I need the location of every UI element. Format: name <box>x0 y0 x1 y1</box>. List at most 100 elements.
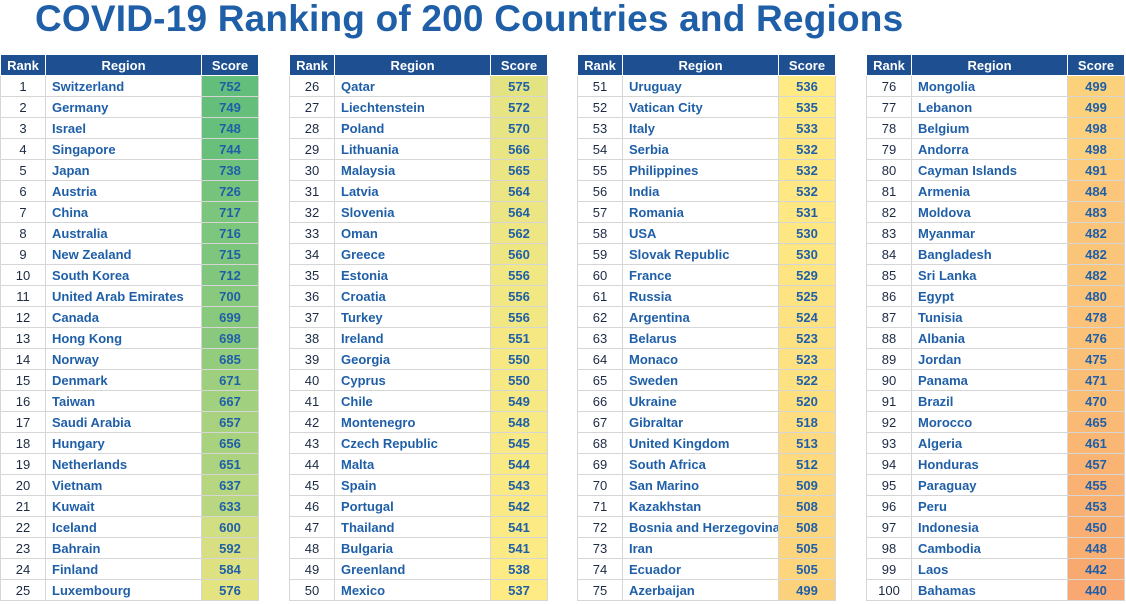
score-cell: 752 <box>201 75 259 97</box>
region-cell: India <box>622 180 779 202</box>
rank-cell: 27 <box>289 96 335 118</box>
score-cell: 442 <box>1067 558 1125 580</box>
table-row: 8 Australia 716 <box>0 222 259 244</box>
score-cell: 551 <box>490 327 548 349</box>
score-cell: 592 <box>201 537 259 559</box>
table-row: 77 Lebanon 499 <box>866 96 1125 118</box>
score-cell: 544 <box>490 453 548 475</box>
region-cell: Vietnam <box>45 474 202 496</box>
region-cell: Bangladesh <box>911 243 1068 265</box>
table-row: 20 Vietnam 637 <box>0 474 259 496</box>
rank-cell: 44 <box>289 453 335 475</box>
table-row: 49 Greenland 538 <box>289 558 548 580</box>
region-cell: Croatia <box>334 285 491 307</box>
region-cell: Cambodia <box>911 537 1068 559</box>
score-cell: 537 <box>490 579 548 601</box>
rank-cell: 9 <box>0 243 46 265</box>
table-row: 86 Egypt 480 <box>866 285 1125 307</box>
rank-cell: 94 <box>866 453 912 475</box>
score-cell: 476 <box>1067 327 1125 349</box>
score-cell: 671 <box>201 369 259 391</box>
region-cell: Gibraltar <box>622 411 779 433</box>
score-cell: 483 <box>1067 201 1125 223</box>
rank-cell: 12 <box>0 306 46 328</box>
table-row: 9 New Zealand 715 <box>0 243 259 265</box>
region-cell: Philippines <box>622 159 779 181</box>
region-cell: Belgium <box>911 117 1068 139</box>
rank-cell: 93 <box>866 432 912 454</box>
score-cell: 505 <box>778 537 836 559</box>
region-cell: Brazil <box>911 390 1068 412</box>
table-row: 13 Hong Kong 698 <box>0 327 259 349</box>
score-cell: 556 <box>490 264 548 286</box>
score-cell: 572 <box>490 96 548 118</box>
score-cell: 566 <box>490 138 548 160</box>
score-cell: 576 <box>201 579 259 601</box>
score-cell: 499 <box>778 579 836 601</box>
rank-cell: 2 <box>0 96 46 118</box>
region-cell: Greenland <box>334 558 491 580</box>
table-row: 22 Iceland 600 <box>0 516 259 538</box>
table-row: 41 Chile 549 <box>289 390 548 412</box>
rank-cell: 58 <box>577 222 623 244</box>
rank-cell: 35 <box>289 264 335 286</box>
region-cell: China <box>45 201 202 223</box>
table-row: 50 Mexico 537 <box>289 579 548 601</box>
table-row: 16 Taiwan 667 <box>0 390 259 412</box>
rank-cell: 69 <box>577 453 623 475</box>
region-cell: Luxembourg <box>45 579 202 601</box>
score-cell: 484 <box>1067 180 1125 202</box>
score-cell: 698 <box>201 327 259 349</box>
score-cell: 556 <box>490 285 548 307</box>
rank-cell: 61 <box>577 285 623 307</box>
table-row: 92 Morocco 465 <box>866 411 1125 433</box>
table-row: 55 Philippines 532 <box>577 159 836 181</box>
score-cell: 513 <box>778 432 836 454</box>
table-row: 82 Moldova 483 <box>866 201 1125 223</box>
region-cell: Romania <box>622 201 779 223</box>
score-cell: 498 <box>1067 138 1125 160</box>
score-cell: 482 <box>1067 264 1125 286</box>
table-row: 91 Brazil 470 <box>866 390 1125 412</box>
rank-cell: 66 <box>577 390 623 412</box>
score-header: Score <box>778 54 836 76</box>
score-cell: 532 <box>778 159 836 181</box>
region-cell: Taiwan <box>45 390 202 412</box>
rank-cell: 91 <box>866 390 912 412</box>
region-cell: Thailand <box>334 516 491 538</box>
table-row: 37 Turkey 556 <box>289 306 548 328</box>
rank-cell: 59 <box>577 243 623 265</box>
rank-cell: 28 <box>289 117 335 139</box>
score-cell: 656 <box>201 432 259 454</box>
score-cell: 748 <box>201 117 259 139</box>
rank-cell: 18 <box>0 432 46 454</box>
region-cell: Slovenia <box>334 201 491 223</box>
table-row: 6 Austria 726 <box>0 180 259 202</box>
rank-cell: 83 <box>866 222 912 244</box>
score-cell: 651 <box>201 453 259 475</box>
score-cell: 536 <box>778 75 836 97</box>
rank-cell: 64 <box>577 348 623 370</box>
score-cell: 499 <box>1067 75 1125 97</box>
region-cell: Myanmar <box>911 222 1068 244</box>
region-cell: South Africa <box>622 453 779 475</box>
table-row: 95 Paraguay 455 <box>866 474 1125 496</box>
rank-cell: 31 <box>289 180 335 202</box>
region-cell: Egypt <box>911 285 1068 307</box>
table-row: 78 Belgium 498 <box>866 117 1125 139</box>
score-cell: 505 <box>778 558 836 580</box>
region-cell: France <box>622 264 779 286</box>
rank-header: Rank <box>0 54 46 76</box>
rank-cell: 99 <box>866 558 912 580</box>
table-header-row: Rank Region Score <box>0 54 259 76</box>
region-cell: Belarus <box>622 327 779 349</box>
score-cell: 470 <box>1067 390 1125 412</box>
region-cell: Russia <box>622 285 779 307</box>
score-cell: 482 <box>1067 222 1125 244</box>
score-header: Score <box>201 54 259 76</box>
score-cell: 667 <box>201 390 259 412</box>
table-row: 38 Ireland 551 <box>289 327 548 349</box>
region-cell: Netherlands <box>45 453 202 475</box>
table-row: 1 Switzerland 752 <box>0 75 259 97</box>
rank-cell: 36 <box>289 285 335 307</box>
